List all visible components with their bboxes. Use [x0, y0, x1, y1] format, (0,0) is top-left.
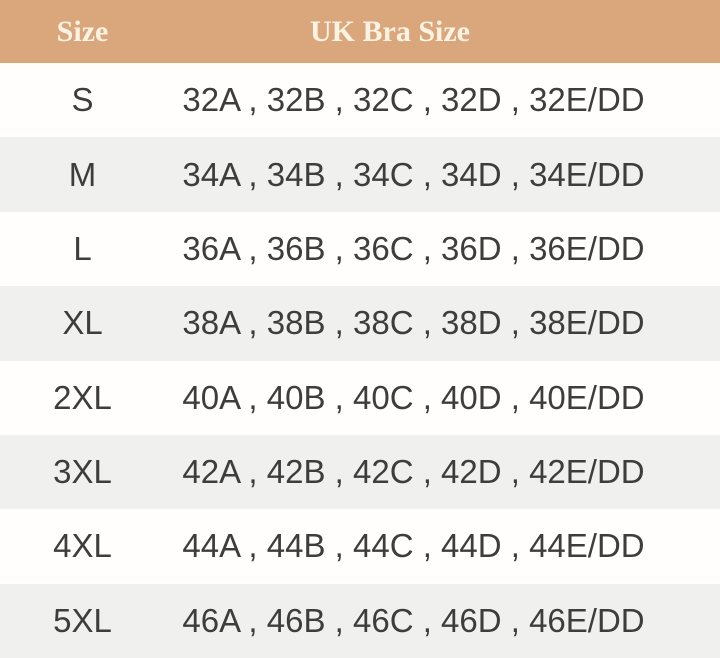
table-row: 4XL 44A , 44B , 44C , 44D , 44E/DD	[0, 509, 720, 584]
size-cell: L	[73, 229, 92, 267]
uk-bra-size-cell: 44A , 44B , 44C , 44D , 44E/DD	[182, 527, 645, 565]
uk-bra-size-cell: 32A , 32B , 32C , 32D , 32E/DD	[182, 81, 645, 119]
size-cell: M	[68, 155, 97, 193]
size-cell: 3XL	[53, 453, 112, 491]
table-row: 2XL 40A , 40B , 40C , 40D , 40E/DD	[0, 360, 720, 435]
table-row: XL 38A , 38B , 38C , 38D , 38E/DD	[0, 286, 720, 361]
uk-bra-size-cell: 40A , 40B , 40C , 40D , 40E/DD	[182, 378, 645, 416]
column-header-size: Size	[56, 14, 109, 48]
uk-bra-size-cell: 42A , 42B , 42C , 42D , 42E/DD	[182, 453, 645, 491]
uk-bra-size-cell: 36A , 36B , 36C , 36D , 36E/DD	[182, 229, 645, 267]
table-row: 5XL 46A , 46B , 46C , 46D , 46E/DD	[0, 583, 720, 658]
table-row: M 34A , 34B , 34C , 34D , 34E/DD	[0, 137, 720, 212]
size-cell: 5XL	[53, 601, 112, 639]
uk-bra-size-cell: 46A , 46B , 46C , 46D , 46E/DD	[182, 601, 645, 639]
table-header-row: Size UK Bra Size	[0, 0, 720, 63]
table-row: S 32A , 32B , 32C , 32D , 32E/DD	[0, 63, 720, 138]
column-header-uk-bra-size: UK Bra Size	[310, 14, 470, 48]
table-row: L 36A , 36B , 36C , 36D , 36E/DD	[0, 211, 720, 287]
size-cell: 4XL	[53, 527, 112, 565]
uk-bra-size-cell: 38A , 38B , 38C , 38D , 38E/DD	[182, 304, 645, 342]
table-row: 3XL 42A , 42B , 42C , 42D , 42E/DD	[0, 434, 720, 510]
size-cell: XL	[62, 304, 103, 342]
uk-bra-size-cell: 34A , 34B , 34C , 34D , 34E/DD	[182, 155, 645, 193]
size-cell: 2XL	[53, 378, 112, 416]
size-cell: S	[71, 81, 94, 119]
